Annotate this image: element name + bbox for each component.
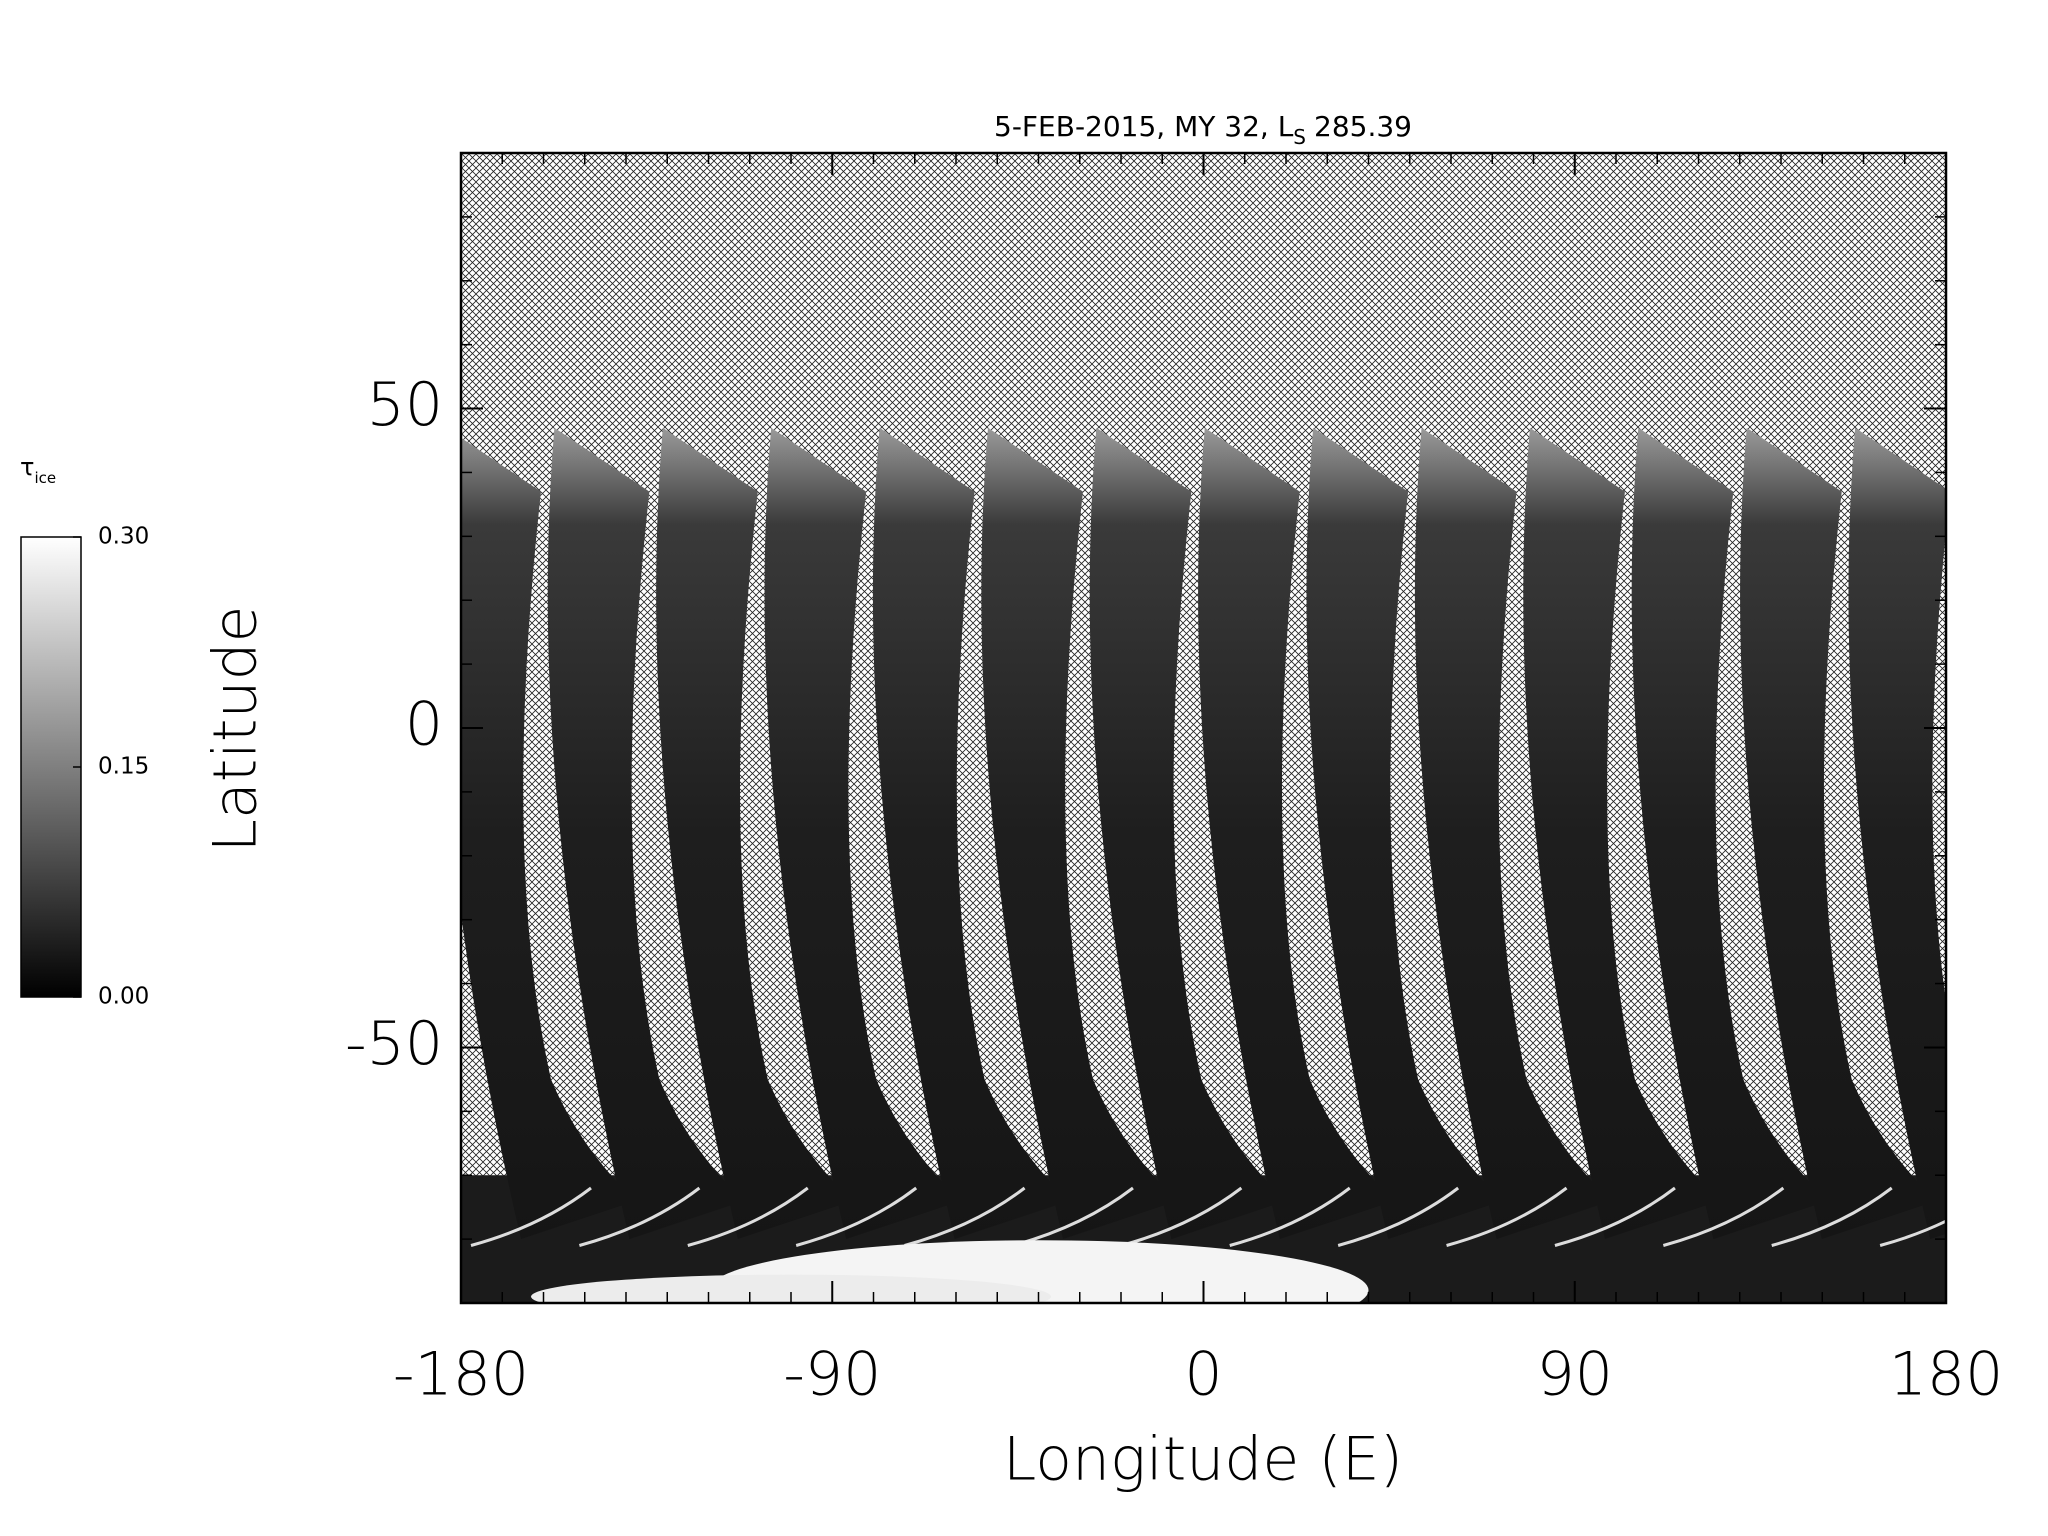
- colorbar-subscript: ice: [34, 469, 56, 487]
- swath-edge: [470, 1186, 592, 1247]
- x-tick-label: 0: [1184, 1340, 1222, 1410]
- title-main: 5-FEB-2015, MY 32, L: [994, 110, 1294, 143]
- x-axis-label: Longitude (E): [1003, 1425, 1403, 1495]
- swath: [872, 427, 1070, 1240]
- swath-edge: [1554, 1186, 1676, 1247]
- swath-edge: [904, 1186, 1026, 1247]
- swath: [1523, 427, 1720, 1240]
- swath: [981, 427, 1178, 1240]
- colorbar-tick-label: 0.15: [98, 754, 149, 780]
- swath-edge: [795, 1186, 918, 1247]
- colorbar-symbol: τ: [20, 453, 34, 481]
- swath: [1306, 427, 1504, 1240]
- chart-title: 5-FEB-2015, MY 32, LS 285.39: [994, 110, 1412, 149]
- swath: [1740, 427, 1937, 1240]
- swath-edge: [1771, 1186, 1893, 1247]
- swath: [1198, 427, 1395, 1240]
- colorbar-tick-label: 0.00: [98, 984, 149, 1010]
- x-tick-label: 180: [1889, 1340, 2004, 1410]
- map-image: [461, 153, 1946, 1303]
- y-tick-label: -50: [345, 1009, 443, 1079]
- polar-cap: [531, 1274, 1051, 1303]
- swath: [461, 437, 636, 1240]
- y-tick-label: 50: [367, 370, 443, 440]
- swath-edge: [578, 1186, 701, 1247]
- swath: [1414, 427, 1612, 1240]
- x-tick-label: 90: [1537, 1340, 1613, 1410]
- swath-edge: [1662, 1186, 1785, 1247]
- swath: [1631, 427, 1829, 1240]
- x-tick-label: -180: [393, 1340, 529, 1410]
- colorbar: [20, 536, 82, 998]
- swath-edge: [1120, 1186, 1243, 1247]
- swath: [1848, 427, 1946, 1240]
- swath-edge: [1337, 1186, 1460, 1247]
- swath: [764, 427, 962, 1240]
- swath-edge: [1446, 1186, 1568, 1247]
- swath: [1089, 427, 1287, 1240]
- swath-edge: [687, 1186, 809, 1247]
- title-suffix: 285.39: [1314, 110, 1412, 143]
- colorbar-tick-label: 0.30: [98, 524, 149, 550]
- swath: [656, 427, 853, 1240]
- title-subscript: S: [1293, 125, 1306, 149]
- y-tick-label: 0: [405, 690, 443, 760]
- swath-edge: [1229, 1186, 1351, 1247]
- x-tick-label: -90: [783, 1340, 881, 1410]
- y-axis-label: Latitude: [201, 606, 271, 853]
- colorbar-label: τice: [20, 453, 56, 487]
- swath: [547, 427, 745, 1240]
